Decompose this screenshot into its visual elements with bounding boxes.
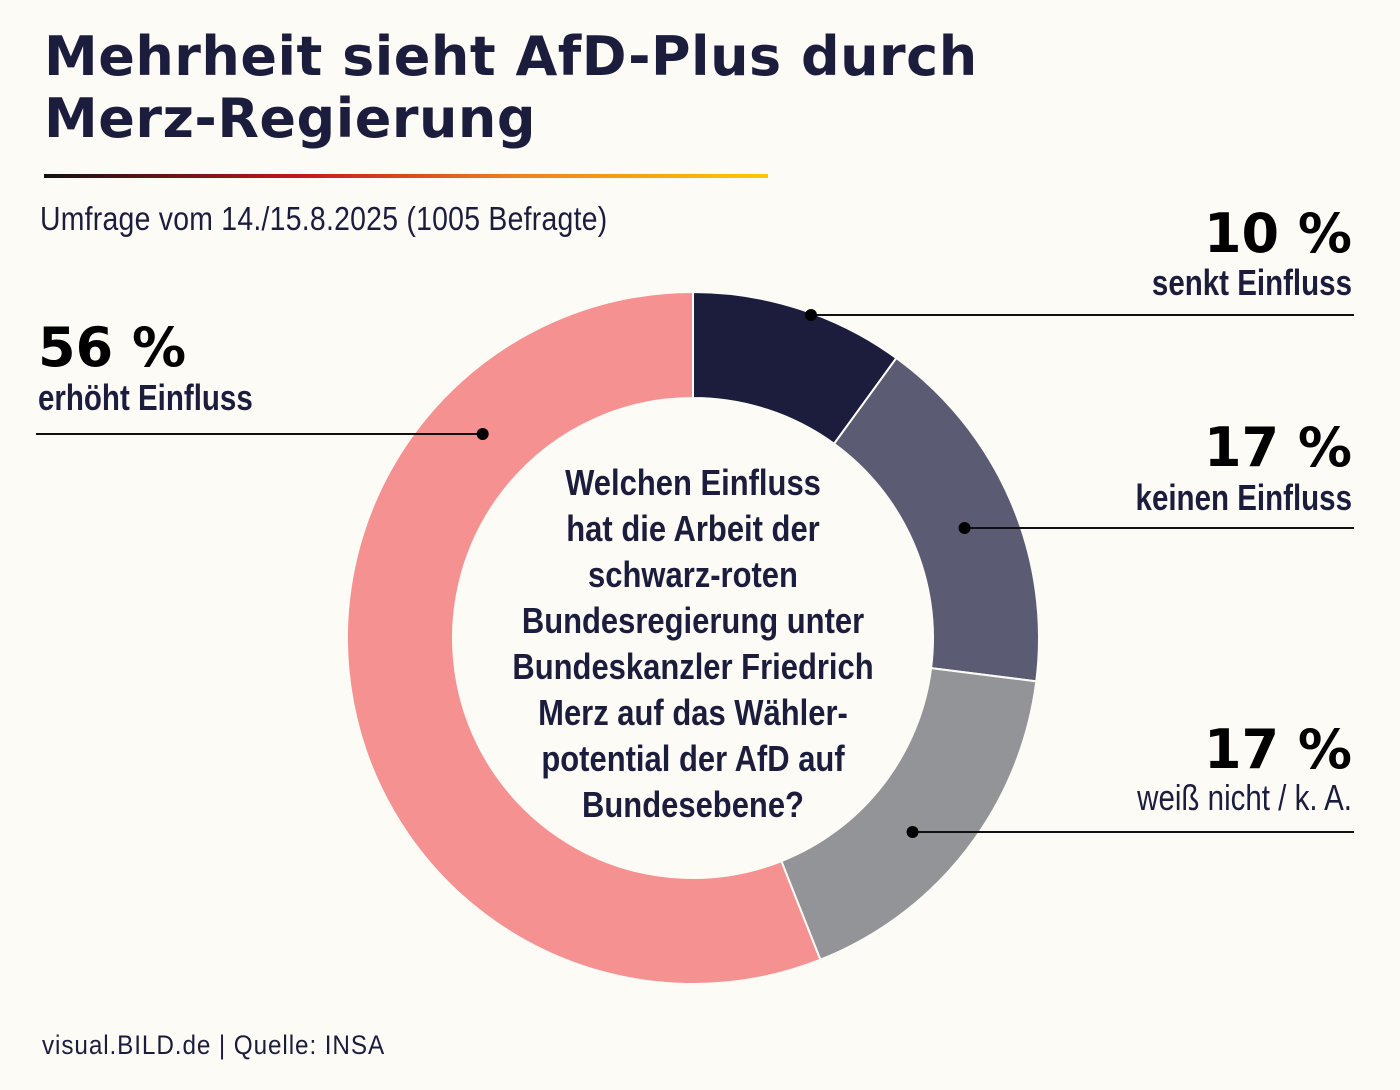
title-line-1: Mehrheit sieht AfD-Plus durch <box>44 25 978 88</box>
slice-erhöht-einfluss <box>346 290 822 985</box>
title-divider <box>44 174 768 178</box>
chart-subtitle: Umfrage vom 14./15.8.2025 (1005 Befragte… <box>40 200 608 237</box>
center-question-line: schwarz-roten <box>588 554 798 595</box>
chart-title: Mehrheit sieht AfD-Plus durch Merz-Regie… <box>44 26 1044 150</box>
callout-dot-keinen-einfluss <box>958 522 971 534</box>
source-credit: visual.BILD.de | Quelle: INSA <box>42 1030 386 1060</box>
center-question-line: Merz auf das Wähler- <box>538 692 848 733</box>
center-question-line: Bundesregierung unter <box>521 600 865 641</box>
callout-dot-erhöht-einfluss <box>476 428 489 440</box>
value-label-weiß-nicht-k-a: 17 % <box>1204 718 1352 781</box>
center-question-line: potential der AfD auf <box>541 738 845 779</box>
title-line-2: Merz-Regierung <box>44 87 536 150</box>
callout-dot-weiß-nicht-k-a <box>906 826 919 838</box>
value-label-erhöht-einfluss: 56 % <box>38 316 186 379</box>
category-label-senkt-einfluss: senkt Einfluss <box>1152 262 1352 302</box>
center-question-line: hat die Arbeit der <box>566 508 820 549</box>
donut-slices <box>346 290 1040 985</box>
center-question-line: Bundeskanzler Friedrich <box>512 646 874 687</box>
center-question-line: Bundesebene? <box>582 784 804 825</box>
value-label-senkt-einfluss: 10 % <box>1204 202 1352 265</box>
center-question: Welchen Einfluss hat die Arbeit der schwar… <box>504 460 882 828</box>
category-label-keinen-einfluss: keinen Einfluss <box>1136 477 1352 517</box>
value-label-keinen-einfluss: 17 % <box>1204 416 1352 479</box>
center-question-line: Welchen Einfluss <box>565 462 821 503</box>
callout-dot-senkt-einfluss <box>805 309 817 321</box>
category-label-weiß-nicht-k-a: weiß nicht / k. A. <box>1136 777 1352 817</box>
category-label-erhöht-einfluss: erhöht Einfluss <box>38 377 253 417</box>
